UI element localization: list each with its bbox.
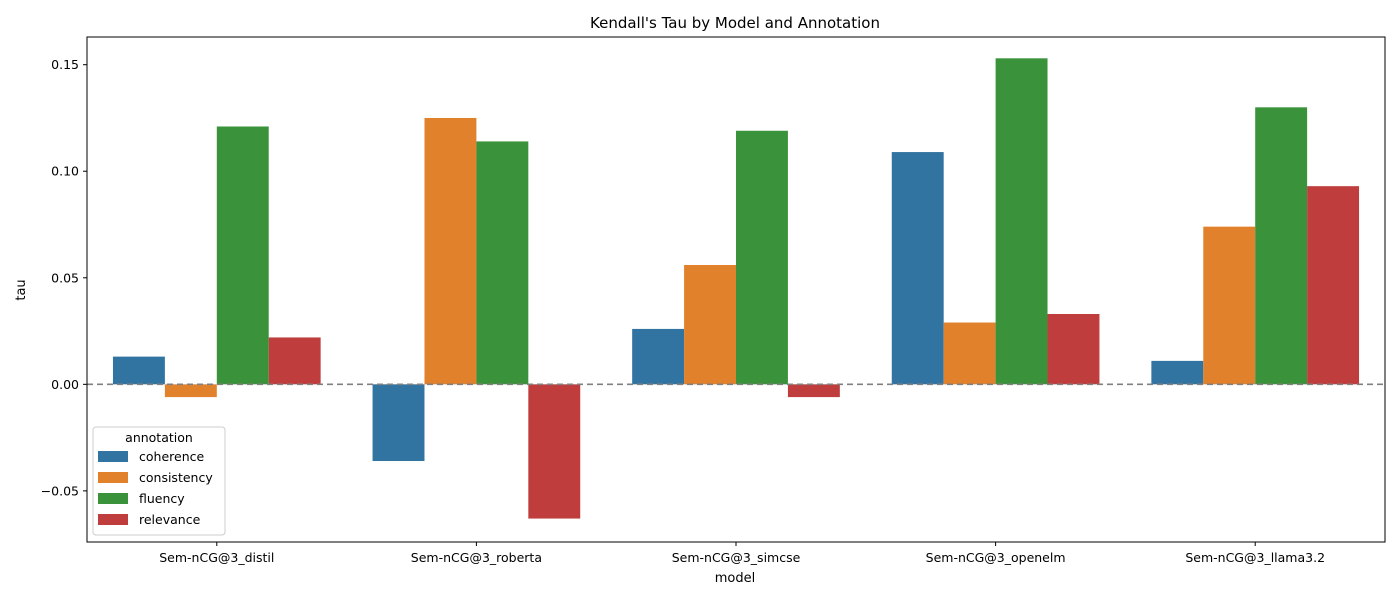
bar-relevance-3: [787, 384, 840, 398]
bar-coherence-3: [632, 328, 685, 385]
x-tick-label: Sem-nCG@3_roberta: [411, 550, 542, 565]
bar-consistency-2: [424, 117, 477, 385]
legend-swatch-relevance: [98, 514, 128, 525]
bars-group: [112, 58, 1360, 519]
bar-coherence-4: [891, 152, 944, 385]
bar-relevance-4: [1047, 314, 1100, 385]
bar-coherence-1: [112, 356, 165, 385]
legend-swatch-coherence: [98, 451, 128, 462]
bar-coherence-2: [372, 384, 425, 462]
bar-fluency-4: [995, 58, 1048, 385]
y-tick-label: −0.05: [41, 483, 79, 498]
bar-consistency-3: [684, 265, 736, 385]
bar-consistency-5: [1203, 226, 1256, 385]
y-tick-label: 0.15: [51, 57, 79, 72]
legend-label-relevance: relevance: [139, 512, 201, 527]
bar-relevance-2: [528, 384, 581, 519]
bar-fluency-3: [736, 130, 788, 385]
bar-relevance-5: [1307, 186, 1360, 385]
bar-coherence-5: [1151, 360, 1204, 385]
bar-relevance-1: [268, 337, 321, 385]
x-axis-label: model: [715, 571, 755, 586]
x-tick-label: Sem-nCG@3_simcse: [672, 550, 801, 565]
bar-fluency-1: [216, 126, 269, 385]
chart-title: Kendall's Tau by Model and Annotation: [590, 14, 880, 32]
x-tick-label: Sem-nCG@3_openelm: [926, 550, 1066, 565]
legend: annotation coherence consistency fluency re…: [92, 426, 226, 536]
y-tick-label: 0.05: [51, 270, 79, 285]
x-tick-label: Sem-nCG@3_distil: [159, 550, 274, 565]
legend-label-coherence: coherence: [139, 449, 204, 464]
legend-label-consistency: consistency: [139, 470, 213, 485]
bar-consistency-4: [943, 322, 996, 385]
x-tick-label: Sem-nCG@3_llama3.2: [1185, 550, 1325, 565]
bar-consistency-1: [164, 384, 217, 398]
bar-fluency-5: [1255, 107, 1308, 385]
x-axis: Sem-nCG@3_distil Sem-nCG@3_roberta Sem-nCG…: [159, 542, 1325, 565]
y-axis: −0.05 0.00 0.05 0.10 0.15: [41, 57, 87, 498]
y-tick-label: 0.10: [51, 164, 79, 179]
legend-swatch-consistency: [98, 472, 128, 483]
legend-label-fluency: fluency: [139, 491, 185, 506]
legend-title: annotation: [125, 430, 193, 445]
legend-swatch-fluency: [98, 493, 128, 504]
y-axis-label: tau: [14, 279, 29, 300]
y-tick-label: 0.00: [51, 377, 79, 392]
bar-fluency-2: [476, 141, 529, 385]
